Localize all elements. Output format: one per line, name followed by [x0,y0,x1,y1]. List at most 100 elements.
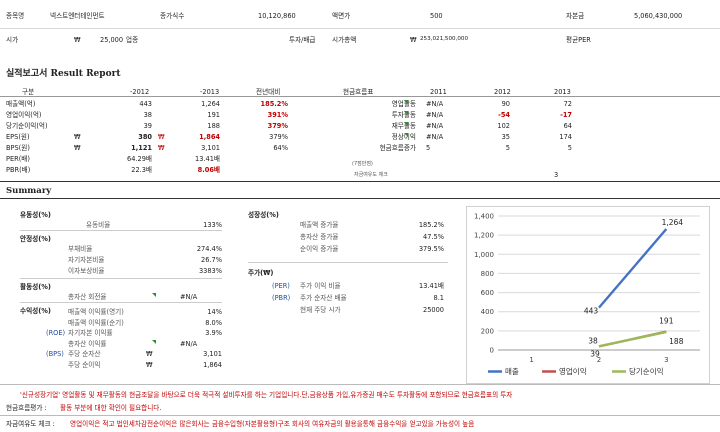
growth-note-line1: '신규성장기업' 영업활동 및 재무활동의 현금조달을 바탕으로 더욱 적극적 … [20,392,512,399]
growth-value: 185.2% [418,221,444,229]
check-note-label: 자금여유도 체크 : [6,420,55,428]
cell-flag-icon [404,122,408,126]
value-market-cap: 253,021,500,000 [420,36,469,42]
price-title: 주가(₩) [248,269,274,277]
value-stock-name: 넥스트엔터테인먼트 [50,12,105,20]
data-label: 443 [584,307,599,316]
result-row-label: 매출액(억) [6,100,36,108]
price-label: 주가 순자산 배율 [300,294,347,302]
activity-value: #N/A [180,293,198,301]
result-value-2013: 8.06배 [197,166,220,174]
y-tick-label: 1,400 [474,213,494,221]
result-value-2012: 22.3배 [131,166,152,174]
result-row-label: EPS(원) [6,133,30,141]
profit-label: 매출액 이익률(순기) [68,318,124,327]
label-shares: 종가식수 [160,12,185,20]
cf-self-check-label: 자금여유도 체크 [354,172,388,178]
profitability-title: 수익성(%) [20,307,51,315]
col-header-yoy: 전년대비 [256,88,281,96]
result-row-label: BPS(원) [6,144,30,152]
cell-flag-icon [404,133,408,137]
y-tick-label: 0 [490,347,494,355]
cf-value-2013: -17 [560,111,572,119]
y-tick-label: 400 [481,308,494,316]
value-par-value: 500 [430,12,443,20]
label-market-cap: 시가총액 [332,36,357,44]
summary-title: Summary [6,186,52,196]
result-yoy: 379% [269,133,288,141]
profit-value: 8.0% [205,318,222,327]
cf-header-2012: 2012 [494,88,511,96]
cf-value-2011: 5 [426,144,431,152]
profit-value: 1,864 [203,360,222,369]
stability-divider [20,278,222,279]
y-tick-label: 800 [481,270,494,278]
growth-label: 순이익 증가율 [300,245,339,253]
result-yoy: 185.2% [260,100,288,108]
result-title-en: Result Report [50,69,121,79]
growth-divider [248,262,448,263]
profit-value: #N/A [180,339,198,348]
label-par-value: 액면가 [332,12,351,20]
profit-label: 주당 순이익 [68,360,101,369]
profit-tag: (BPS) [46,350,64,358]
currency-symbol: ₩ [146,360,153,369]
label-stock-name: 종목명 [6,12,25,20]
growth-label: 매출액 증가율 [300,221,339,229]
activity-divider [20,302,222,303]
stability-value: 274.4% [196,245,222,253]
result-row-label: 영업이익(억) [6,111,42,119]
result-title-kr: 실적보고서 [6,69,48,79]
cf-value-2011: #N/A [426,111,444,119]
value-price: 25,000 [100,36,124,44]
col-header-2012: -2012 [130,88,150,96]
result-value-2012: 1,121 [131,144,152,152]
cf-row-label: 투자활동 [391,111,416,119]
result-report-title: 실적보고서 Result Report [6,70,120,79]
y-tick-label: 1,000 [474,251,494,259]
price-tag: (PER) [272,282,290,290]
cf-value-2012: 35 [501,133,510,141]
col-header-2013: -2013 [200,88,220,96]
cf-value-2012: -54 [498,111,510,119]
label-capital: 자본금 [566,12,585,20]
activity-title: 활동성(%) [20,283,51,291]
cf-value-2011: #N/A [426,133,444,141]
cf-header-item: 현금흐름표 [343,88,374,96]
cf-value-2012: 102 [497,122,510,130]
stability-title: 안정성(%) [20,235,51,243]
y-tick-label: 200 [481,327,494,335]
liquidity-title: 유동성(%) [20,211,51,219]
cell-flag-icon [404,100,408,104]
data-label: 1,264 [662,218,684,227]
legend-label: 당기순이익 [629,366,664,376]
mcap-currency: ₩ [410,36,417,44]
result-value-2012: 380 [138,133,152,141]
cf-value-2013: 72 [563,100,572,108]
growth-note-label: 현금흐름평가 : [6,404,47,412]
cf-note: (7점만점) [352,161,373,167]
profit-label: 총자산 이익률 [68,339,107,348]
stability-value: 26.7% [201,256,222,264]
label-avg-per: 평균PER [566,36,591,44]
cell-flag-icon [152,293,156,297]
profit-value: 3,101 [203,350,222,358]
result-value-2013: 191 [207,111,220,119]
result-value-2013: 1,864 [199,133,220,141]
result-row-label: 당기순이익(억) [6,122,48,130]
cell-flag-icon [152,339,156,344]
result-value-2013: 3,101 [201,144,220,152]
growth-note-quote: '신규성장기업' [20,391,61,399]
price-currency: ₩ [74,36,81,44]
legend-label: 영업이익 [559,366,587,376]
liquidity-label: 유동비율 [86,221,111,229]
price-label: 현재 주당 시가 [300,306,341,314]
liquidity-divider [20,230,222,231]
profit-label: 매출액 이익률(영기) [68,308,124,316]
col-header-item: 구분 [22,88,35,96]
cf-row-label: 정상이익 [391,133,416,141]
cf-value-2012: 90 [501,100,510,108]
summary-top-line [0,181,720,182]
cf-row-label: 영업활동 [391,100,416,108]
profit-tag: (ROE) [46,329,66,337]
